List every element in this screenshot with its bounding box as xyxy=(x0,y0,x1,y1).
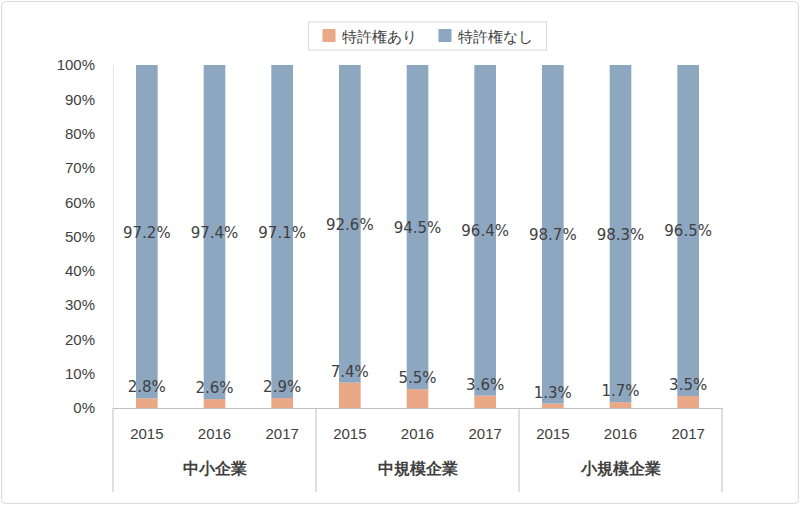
bars xyxy=(136,65,699,408)
y-tick: 10% xyxy=(65,365,95,382)
y-tick: 60% xyxy=(65,194,95,211)
legend-swatch xyxy=(439,29,452,42)
x-tick: 2017 xyxy=(468,425,501,442)
y-tick-label: 50% xyxy=(65,228,95,245)
data-label: 2.8% xyxy=(128,378,166,396)
chart: 0%10%20%30%40%50%60%70%80%90%100%2015201… xyxy=(0,0,800,505)
x-tick-label: 2015 xyxy=(333,425,366,442)
data-label: 92.6% xyxy=(326,216,374,234)
y-tick: 30% xyxy=(65,296,95,313)
y-tick: 100% xyxy=(57,56,95,73)
bar xyxy=(610,402,632,408)
bar xyxy=(136,398,158,408)
x-tick-label: 2016 xyxy=(401,425,434,442)
y-tick-label: 90% xyxy=(65,91,95,108)
data-label: 97.1% xyxy=(258,224,306,242)
bar xyxy=(407,389,429,408)
x-tick: 2017 xyxy=(265,425,298,442)
chart-frame xyxy=(2,2,799,504)
y-tick-label: 80% xyxy=(65,125,95,142)
y-tick: 80% xyxy=(65,125,95,142)
y-tick-label: 100% xyxy=(57,56,95,73)
y-axis: 0% 10% 20% 30% 40% 50% 60% 70% 80% 90% 100% xyxy=(57,56,114,416)
bar xyxy=(271,398,293,408)
y-tick-label: 40% xyxy=(65,262,95,279)
x-tick: 2015 xyxy=(130,425,163,442)
data-labels: 2.8% 2.6% 2.9% 7.4% 5.5% 3.6% 1.3% 1.7% 3.5% 97.2… xyxy=(123,216,712,402)
data-label: 5.5% xyxy=(398,369,436,387)
x-tick-label: 2016 xyxy=(604,425,637,442)
data-label: 96.5% xyxy=(664,222,712,240)
data-label: 3.5% xyxy=(669,376,707,394)
data-label: 97.2% xyxy=(123,224,171,242)
data-label: 98.7% xyxy=(529,226,577,244)
group-separators xyxy=(113,408,722,492)
y-axis-line xyxy=(113,66,114,409)
y-tick: 50% xyxy=(65,228,95,245)
y-tick: 90% xyxy=(65,91,95,108)
legend-label: 特許権なし xyxy=(458,28,533,46)
bar-series xyxy=(136,65,699,404)
y-tick-label: 60% xyxy=(65,194,95,211)
group-label: 中小企業 xyxy=(183,459,247,478)
group-label: 中規模企業 xyxy=(378,459,458,478)
legend-box xyxy=(309,22,547,50)
bar xyxy=(204,399,226,408)
data-label: 1.7% xyxy=(601,382,639,400)
y-tick-label: 30% xyxy=(65,296,95,313)
data-label: 96.4% xyxy=(461,222,509,240)
y-tick-label: 70% xyxy=(65,159,95,176)
x-tick-label: 2017 xyxy=(671,425,704,442)
y-tick: 70% xyxy=(65,159,95,176)
x-tick: 2016 xyxy=(604,425,637,442)
bar xyxy=(542,404,564,408)
data-label: 7.4% xyxy=(331,363,369,381)
data-label: 2.9% xyxy=(263,378,301,396)
y-tick: 40% xyxy=(65,262,95,279)
x-tick-label: 2016 xyxy=(198,425,231,442)
legend: 特許権あり 特許権なし xyxy=(309,22,547,50)
x-tick: 2017 xyxy=(671,425,704,442)
group-separator xyxy=(722,408,723,492)
data-label: 94.5% xyxy=(394,219,442,237)
bar xyxy=(474,396,496,408)
x-tick-label: 2015 xyxy=(536,425,569,442)
x-tick: 2016 xyxy=(198,425,231,442)
x-axis-line xyxy=(114,408,723,409)
legend-label: 特許権あり xyxy=(342,28,417,46)
x-tick-label: 2015 xyxy=(130,425,163,442)
data-label: 2.6% xyxy=(195,379,233,397)
group-separator xyxy=(316,408,317,492)
y-tick-label: 10% xyxy=(65,365,95,382)
group-separator xyxy=(113,408,114,492)
x-tick: 2015 xyxy=(536,425,569,442)
x-tick: 2015 xyxy=(333,425,366,442)
y-tick: 20% xyxy=(65,331,95,348)
y-tick: 0% xyxy=(73,399,95,416)
y-tick-label: 0% xyxy=(73,399,95,416)
data-label: 97.4% xyxy=(191,224,239,242)
y-tick-label: 20% xyxy=(65,331,95,348)
group-separator xyxy=(519,408,520,492)
legend-item: 特許権あり xyxy=(323,28,417,46)
data-label: 1.3% xyxy=(534,384,572,402)
legend-swatch xyxy=(323,29,336,42)
bar xyxy=(677,396,699,408)
x-tick: 2016 xyxy=(401,425,434,442)
x-tick-label: 2017 xyxy=(468,425,501,442)
bar xyxy=(339,383,361,408)
legend-item: 特許権なし xyxy=(439,28,533,46)
group-label: 小規模企業 xyxy=(580,459,661,478)
data-label: 3.6% xyxy=(466,376,504,394)
group-labels: 中小企業 中規模企業 小規模企業 xyxy=(183,459,661,478)
data-label: 98.3% xyxy=(597,226,645,244)
x-tick-label: 2017 xyxy=(265,425,298,442)
x-axis: 2015 2016 2017 2015 2016 2017 2015 2016 2017 xyxy=(114,409,723,442)
